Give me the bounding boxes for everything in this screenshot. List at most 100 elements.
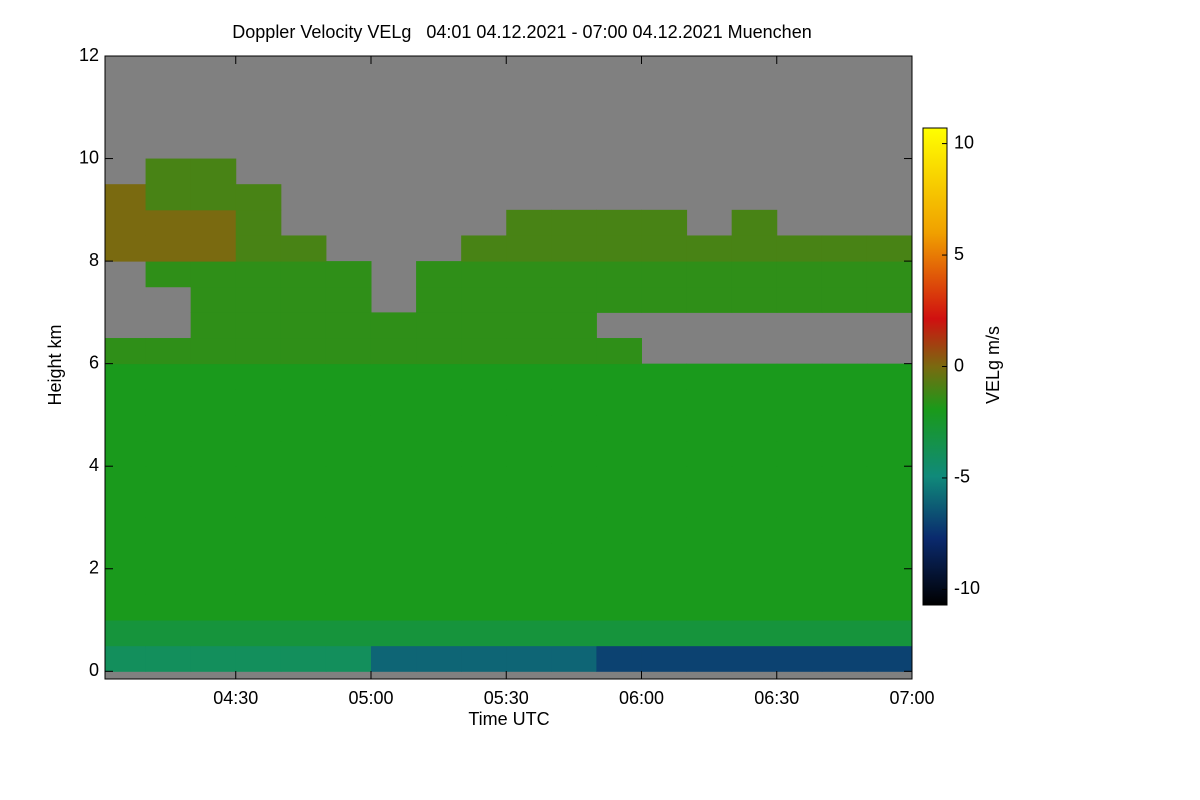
heatmap-cell bbox=[731, 517, 778, 544]
heatmap-cell bbox=[551, 235, 597, 262]
heatmap-cell bbox=[370, 568, 417, 595]
heatmap-cell bbox=[776, 620, 823, 647]
heatmap-cell bbox=[370, 363, 417, 390]
heatmap-cell bbox=[461, 620, 507, 647]
heatmap-cell bbox=[821, 440, 868, 467]
heatmap-cell bbox=[551, 543, 597, 570]
heatmap-cell bbox=[551, 517, 597, 544]
heatmap-cell bbox=[596, 568, 642, 595]
heatmap-cell bbox=[145, 491, 192, 518]
heatmap-cell bbox=[596, 338, 642, 365]
heatmap-cell bbox=[551, 312, 597, 339]
heatmap-cell bbox=[235, 414, 282, 442]
heatmap-cell bbox=[235, 620, 282, 647]
x-tick-label: 07:00 bbox=[889, 688, 934, 708]
heatmap-cell bbox=[105, 363, 147, 390]
heatmap-cell bbox=[105, 645, 147, 672]
heatmap-cell bbox=[190, 620, 237, 647]
heatmap-cell bbox=[731, 261, 778, 288]
heatmap-cell bbox=[866, 286, 913, 313]
heatmap-cell bbox=[686, 594, 733, 621]
heatmap-cell bbox=[641, 363, 688, 390]
heatmap-cell bbox=[686, 568, 733, 595]
heatmap-cell bbox=[821, 389, 868, 416]
heatmap-cell bbox=[461, 466, 507, 493]
heatmap-cell bbox=[145, 543, 192, 570]
heatmap bbox=[105, 158, 913, 672]
heatmap-cell bbox=[866, 491, 913, 518]
heatmap-cell bbox=[776, 261, 823, 288]
heatmap-cell bbox=[506, 389, 552, 416]
heatmap-cell bbox=[325, 312, 372, 339]
heatmap-cell bbox=[461, 491, 507, 518]
heatmap-cell bbox=[506, 312, 552, 339]
heatmap-cell bbox=[731, 645, 778, 672]
heatmap-cell bbox=[551, 209, 597, 236]
heatmap-cell bbox=[370, 466, 417, 493]
heatmap-cell bbox=[506, 440, 552, 467]
heatmap-cell bbox=[105, 568, 147, 595]
heatmap-cell bbox=[641, 286, 688, 313]
colorbar-tick-label: 0 bbox=[954, 355, 964, 375]
heatmap-cell bbox=[370, 517, 417, 544]
heatmap-cell bbox=[325, 594, 372, 621]
y-axis-label: Height km bbox=[45, 324, 65, 405]
heatmap-cell bbox=[235, 389, 282, 416]
heatmap-cell bbox=[370, 491, 417, 518]
heatmap-cell bbox=[551, 389, 597, 416]
heatmap-cell bbox=[551, 363, 597, 390]
heatmap-cell bbox=[190, 440, 237, 467]
heatmap-cell bbox=[280, 620, 327, 647]
heatmap-cell bbox=[596, 543, 642, 570]
heatmap-cell bbox=[145, 338, 192, 365]
y-tick-label: 10 bbox=[79, 147, 99, 167]
heatmap-cell bbox=[416, 543, 462, 570]
heatmap-cell bbox=[506, 568, 552, 595]
heatmap-cell bbox=[145, 568, 192, 595]
heatmap-cell bbox=[506, 235, 552, 262]
heatmap-cell bbox=[641, 491, 688, 518]
heatmap-cell bbox=[551, 491, 597, 518]
heatmap-cell bbox=[280, 645, 327, 672]
heatmap-cell bbox=[506, 261, 552, 288]
heatmap-cell bbox=[235, 209, 282, 236]
heatmap-cell bbox=[641, 235, 688, 262]
heatmap-cell bbox=[416, 338, 462, 365]
heatmap-cell bbox=[821, 286, 868, 313]
heatmap-cell bbox=[551, 594, 597, 621]
heatmap-cell bbox=[506, 466, 552, 493]
heatmap-cell bbox=[280, 235, 327, 262]
heatmap-cell bbox=[461, 286, 507, 313]
heatmap-cell bbox=[506, 620, 552, 647]
heatmap-cell bbox=[190, 286, 237, 313]
heatmap-cell bbox=[145, 389, 192, 416]
heatmap-cell bbox=[280, 363, 327, 390]
heatmap-cell bbox=[866, 414, 913, 442]
heatmap-cell bbox=[866, 543, 913, 570]
heatmap-cell bbox=[641, 517, 688, 544]
heatmap-cell bbox=[325, 338, 372, 365]
heatmap-cell bbox=[145, 414, 192, 442]
x-tick-label: 06:00 bbox=[619, 688, 664, 708]
heatmap-cell bbox=[551, 620, 597, 647]
heatmap-cell bbox=[821, 568, 868, 595]
heatmap-cell bbox=[866, 645, 913, 672]
heatmap-cell bbox=[776, 491, 823, 518]
heatmap-cell bbox=[416, 440, 462, 467]
colorbar-tick-label: 10 bbox=[954, 132, 974, 152]
heatmap-cell bbox=[280, 414, 327, 442]
heatmap-cell bbox=[235, 543, 282, 570]
heatmap-cell bbox=[866, 440, 913, 467]
heatmap-cell bbox=[461, 440, 507, 467]
heatmap-cell bbox=[461, 414, 507, 442]
heatmap-cell bbox=[596, 620, 642, 647]
heatmap-cell bbox=[280, 286, 327, 313]
heatmap-cell bbox=[370, 440, 417, 467]
heatmap-cell bbox=[596, 261, 642, 288]
heatmap-cell bbox=[596, 440, 642, 467]
heatmap-cell bbox=[866, 389, 913, 416]
heatmap-cell bbox=[551, 645, 597, 672]
heatmap-cell bbox=[416, 286, 462, 313]
heatmap-cell bbox=[596, 389, 642, 416]
heatmap-cell bbox=[461, 543, 507, 570]
